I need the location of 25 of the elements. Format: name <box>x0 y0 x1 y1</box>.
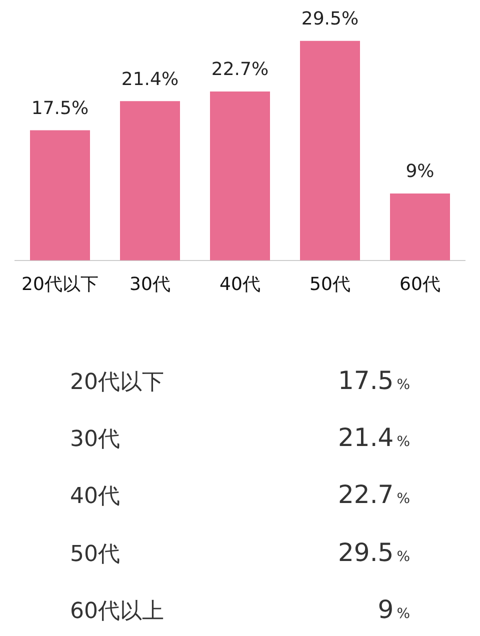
text: 20代以下 <box>70 369 164 397</box>
text: 9% <box>378 594 410 624</box>
x-tick-label: 30代 <box>130 274 170 295</box>
bar <box>30 130 90 260</box>
bar <box>210 92 270 260</box>
data-label: 9% <box>406 161 434 182</box>
bar <box>390 193 450 260</box>
data-label: 22.7% <box>211 59 269 80</box>
x-tick-label: 20代以下 <box>22 274 98 295</box>
text: 29.5% <box>338 538 410 567</box>
x-tick-label: 50代 <box>310 274 350 295</box>
data-label: 17.5% <box>31 98 89 119</box>
text: 22.7% <box>338 480 410 510</box>
text: 50代 <box>70 540 120 569</box>
text: 17.5% <box>338 366 410 395</box>
bar <box>120 101 180 260</box>
bar <box>300 40 360 260</box>
text: 40代 <box>70 483 120 512</box>
x-tick-label: 60代 <box>400 274 440 295</box>
text: 21.4% <box>338 423 410 452</box>
data-label: 21.4% <box>121 68 179 90</box>
data-label: 29.5% <box>301 8 359 30</box>
text: 60代以上 <box>70 598 164 626</box>
x-tick-label: 40代 <box>220 274 260 295</box>
text: 30代 <box>70 426 120 454</box>
